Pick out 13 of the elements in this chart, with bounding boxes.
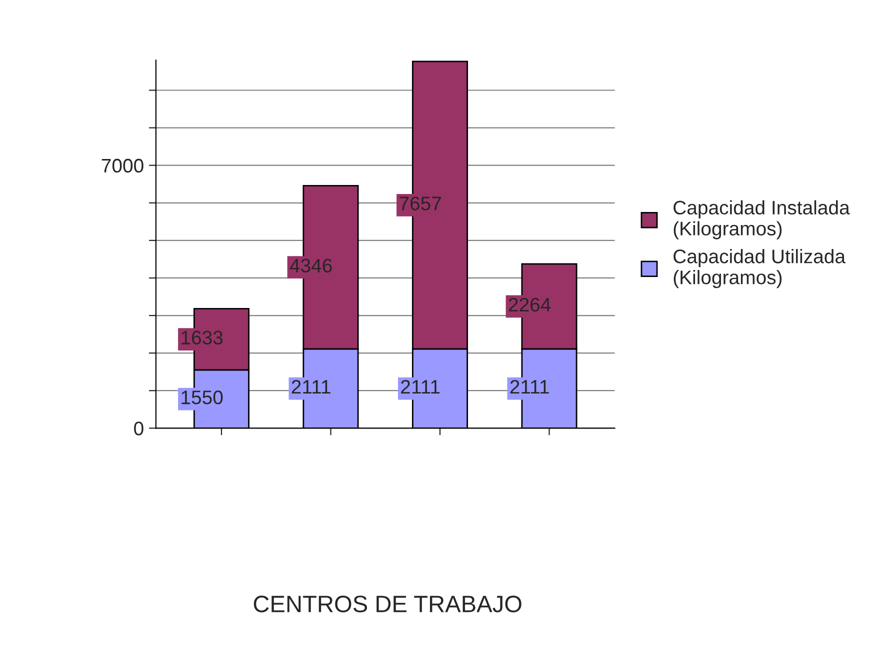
y-tick-label: 0 bbox=[134, 422, 144, 436]
data-label: 2111 bbox=[401, 380, 440, 394]
y-tick-label: 7000 bbox=[102, 158, 144, 173]
data-label: 2264 bbox=[508, 298, 551, 312]
data-label: 1633 bbox=[182, 330, 223, 345]
text: CENTROS DE TRABAJO bbox=[254, 596, 522, 612]
data-label: 7657 bbox=[400, 196, 441, 210]
data-label: 1550 bbox=[182, 390, 223, 404]
data-label: 2111 bbox=[292, 380, 330, 394]
data-label: 4346 bbox=[290, 258, 332, 273]
legend-label: Capacidad Utilizada (Kilogramos) bbox=[674, 249, 846, 288]
data-label: 2111 bbox=[510, 380, 549, 394]
legend-label: Capacidad Instalada (Kilogramos) bbox=[674, 200, 850, 240]
